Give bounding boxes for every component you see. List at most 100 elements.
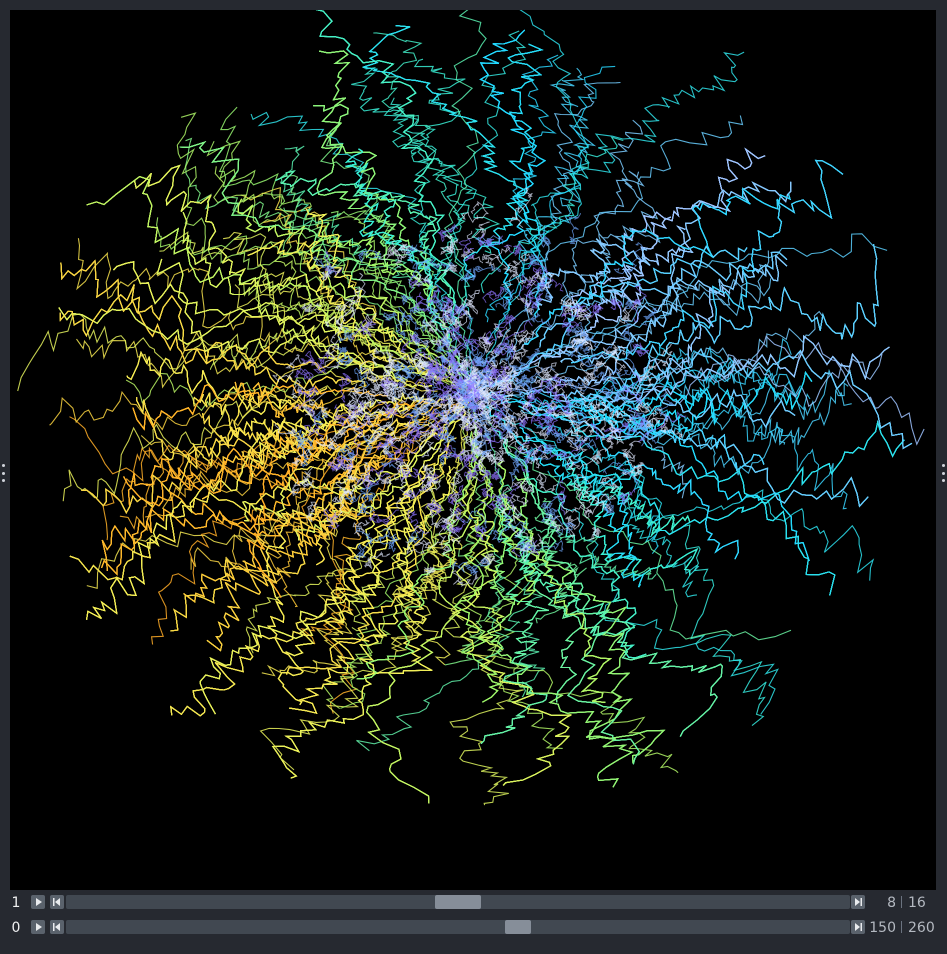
track-line — [450, 374, 463, 401]
track-line — [356, 432, 510, 752]
track-line — [479, 29, 546, 306]
current-frame[interactable]: 8 — [887, 895, 896, 911]
track-line — [492, 410, 508, 422]
track-line — [574, 424, 739, 560]
track-line — [330, 458, 352, 471]
track-line — [425, 388, 450, 403]
track-line — [593, 401, 610, 441]
track-line — [405, 244, 426, 264]
track-line — [450, 30, 527, 384]
track-line — [645, 406, 669, 425]
track-line — [494, 495, 582, 703]
track-line — [315, 436, 336, 450]
track-line — [324, 339, 344, 370]
track-line — [391, 374, 407, 402]
track-line — [76, 331, 438, 392]
track-line — [375, 421, 395, 436]
canvas[interactable] — [10, 10, 936, 890]
track-line — [337, 326, 356, 344]
track-line — [276, 415, 414, 608]
last-frame-button[interactable] — [851, 920, 865, 934]
right-dock-handle-icon[interactable] — [941, 464, 945, 482]
track-line — [533, 238, 651, 311]
axis-label[interactable]: 1 — [11, 895, 21, 911]
track-line — [497, 460, 538, 606]
track-line — [250, 111, 463, 337]
track-line — [275, 170, 458, 308]
track-line — [460, 248, 484, 264]
track-line — [62, 385, 353, 502]
track-line — [344, 477, 380, 504]
track-line — [569, 473, 592, 495]
left-dock-handle-icon[interactable] — [1, 464, 5, 482]
track-line — [484, 405, 905, 536]
track-line — [517, 400, 538, 423]
play-button[interactable] — [31, 920, 45, 934]
track-line — [338, 372, 352, 403]
track-line — [610, 350, 637, 378]
track-line — [533, 238, 651, 311]
track-line — [464, 289, 481, 315]
dims-slider[interactable] — [66, 895, 850, 909]
track-line — [412, 291, 433, 314]
track-line — [123, 400, 431, 507]
track-line — [366, 443, 482, 804]
slider-thumb[interactable] — [435, 895, 481, 909]
track-line — [321, 268, 340, 281]
track-line — [362, 435, 375, 457]
track-line — [471, 413, 495, 430]
track-line — [407, 530, 425, 544]
axis-label[interactable]: 0 — [11, 920, 21, 936]
track-line — [577, 335, 591, 355]
track-line — [337, 444, 356, 461]
track-line — [484, 54, 559, 323]
track-line — [458, 238, 476, 262]
track-line — [315, 222, 438, 309]
track-line — [362, 25, 530, 280]
track-line — [478, 332, 491, 352]
track-line — [519, 347, 541, 367]
track-line — [356, 393, 379, 417]
track-line — [474, 351, 486, 367]
current-frame[interactable]: 150 — [869, 920, 896, 936]
last-frame-button[interactable] — [851, 895, 865, 909]
track-line — [438, 507, 455, 549]
track-line — [474, 425, 492, 457]
track-line — [454, 432, 502, 703]
track-line — [571, 159, 844, 364]
track-line — [533, 238, 651, 311]
track-line — [206, 493, 373, 652]
track-line — [493, 429, 647, 659]
track-line — [610, 297, 623, 311]
dims-slider[interactable] — [66, 920, 850, 934]
track-line — [465, 429, 482, 448]
slider-thumb[interactable] — [505, 920, 531, 934]
track-line — [585, 493, 617, 516]
track-line — [294, 367, 314, 380]
first-frame-button[interactable] — [50, 895, 64, 909]
track-line — [488, 389, 506, 401]
track-line — [513, 329, 531, 343]
track-line — [601, 347, 626, 375]
track-line — [484, 10, 590, 367]
track-line — [616, 365, 786, 445]
tracks-layer — [17, 10, 925, 806]
track-line — [574, 424, 739, 560]
track-line — [422, 463, 435, 481]
track-line — [533, 238, 651, 311]
track-line — [378, 400, 399, 418]
track-line — [393, 457, 409, 481]
track-line — [410, 58, 501, 254]
track-line — [622, 450, 645, 471]
track-line — [445, 325, 461, 336]
play-button[interactable] — [31, 895, 45, 909]
track-line — [437, 432, 456, 444]
track-line — [622, 465, 644, 478]
first-frame-button[interactable] — [50, 920, 64, 934]
track-line — [392, 243, 418, 261]
track-line — [322, 419, 471, 710]
track-line — [457, 451, 478, 476]
track-line — [395, 306, 414, 343]
track-line — [591, 353, 883, 408]
track-line — [156, 258, 452, 375]
